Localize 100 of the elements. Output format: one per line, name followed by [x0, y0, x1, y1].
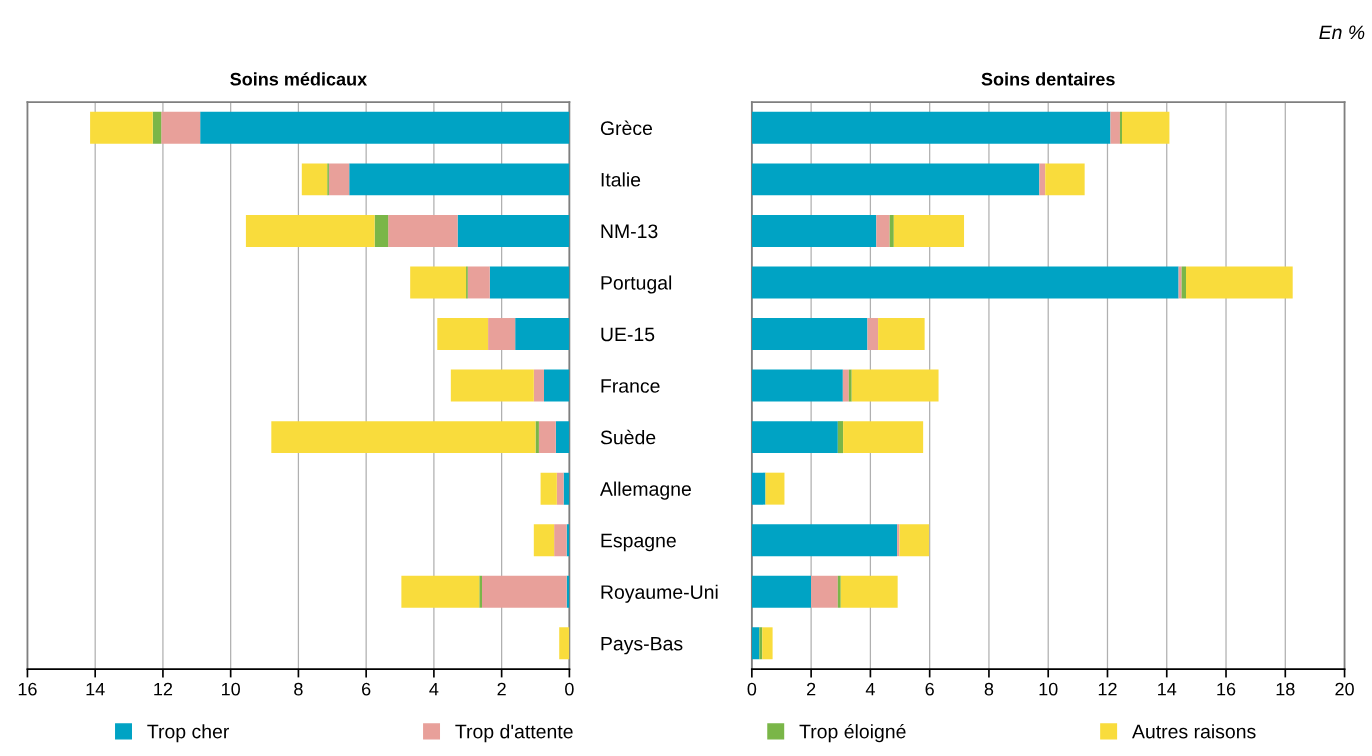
bar [751, 111, 1111, 144]
bar [1039, 163, 1046, 196]
bar [479, 575, 482, 608]
y-tick-label: Portugal [601, 275, 672, 294]
bar [762, 627, 773, 660]
y-tick-label: Pays-Bas [601, 636, 683, 655]
y-tick-label: Grèce [600, 120, 653, 136]
bar [1045, 163, 1085, 196]
bar [328, 163, 350, 196]
bar [751, 163, 1040, 196]
bar [301, 163, 328, 196]
y-tick-label: Italie [601, 172, 641, 187]
y-tick-label: Royaume-Uni [601, 584, 718, 603]
y-tick-label: France [601, 379, 660, 393]
x-tick-label: 18 [1276, 682, 1295, 696]
bar [1186, 266, 1293, 299]
bar [543, 369, 570, 402]
x-tick-label: 20 [1335, 682, 1354, 696]
x-tick-label: 16 [18, 682, 37, 696]
bar [488, 318, 516, 350]
chart-title: Soins médicaux [230, 72, 368, 86]
bar [450, 369, 534, 402]
bar [893, 214, 965, 247]
bar [388, 214, 458, 247]
x-tick-label: 14 [1158, 682, 1177, 696]
bar [401, 575, 480, 608]
bar [457, 214, 570, 247]
bar [152, 111, 162, 144]
x-tick-label: 12 [1098, 682, 1117, 696]
bar [751, 214, 877, 247]
x-tick-label: 10 [222, 682, 240, 696]
bar [538, 421, 556, 454]
bar [1110, 111, 1120, 144]
bar [751, 369, 843, 402]
bar [245, 214, 375, 247]
x-tick-label: 0 [747, 682, 757, 696]
bar [751, 421, 838, 454]
legend-label: Autres raisons [1132, 724, 1256, 739]
bar [1181, 266, 1187, 299]
bar [751, 575, 812, 608]
bar [349, 163, 570, 196]
y-tick-label: NM-13 [601, 224, 658, 239]
bar [489, 266, 570, 299]
bar [161, 111, 201, 144]
bar [1178, 266, 1182, 299]
bar [843, 421, 924, 454]
y-tick-label: UE-15 [601, 327, 655, 342]
bar [540, 472, 557, 505]
bar [889, 214, 894, 247]
bar [515, 318, 570, 350]
y-tick-label: Allemagne [599, 481, 691, 500]
bar [751, 472, 766, 505]
bar [533, 524, 555, 557]
bar [437, 318, 489, 350]
bar [878, 318, 925, 350]
x-tick-label: 12 [154, 682, 173, 696]
x-tick-label: 10 [1039, 682, 1058, 696]
bar [555, 421, 570, 454]
bar [899, 524, 930, 557]
legend-label: Trop cher [147, 724, 230, 743]
bar [811, 575, 838, 608]
x-tick-label: 2 [497, 682, 506, 696]
bar [759, 627, 763, 660]
bar [1119, 111, 1122, 144]
bar [751, 627, 760, 660]
bar [837, 421, 844, 454]
legend-label: Trop éloigné [799, 723, 906, 743]
bar [410, 266, 467, 299]
bar [1122, 111, 1170, 144]
bar [842, 369, 849, 402]
x-tick-label: 8 [984, 682, 994, 696]
x-tick-label: 2 [807, 682, 816, 696]
bar [848, 369, 852, 402]
x-tick-label: 6 [925, 682, 934, 696]
bar [837, 575, 841, 608]
bar [481, 575, 567, 608]
bar [559, 627, 570, 660]
bar [765, 472, 785, 505]
bar [90, 111, 153, 144]
bar [374, 214, 389, 247]
bar [840, 575, 898, 608]
x-tick-label: 8 [294, 682, 303, 696]
y-tick-label: Espagne [601, 533, 676, 552]
bar [271, 421, 536, 454]
bar [556, 472, 564, 505]
x-tick-label: 4 [429, 682, 439, 696]
bar [200, 111, 570, 144]
x-tick-label: 16 [1217, 682, 1236, 696]
chart-title: Soins dentaires [981, 72, 1115, 86]
text: En % [1319, 25, 1365, 40]
bar [867, 318, 879, 350]
x-tick-label: 6 [362, 682, 371, 696]
y-tick-label: Suède [600, 429, 656, 445]
bar [467, 266, 490, 299]
bar [751, 318, 868, 350]
bar [751, 266, 1179, 299]
legend-label: Trop d'attente [455, 724, 573, 743]
x-tick-label: 0 [565, 682, 574, 696]
bar [533, 369, 544, 402]
x-tick-label: 14 [86, 682, 105, 696]
